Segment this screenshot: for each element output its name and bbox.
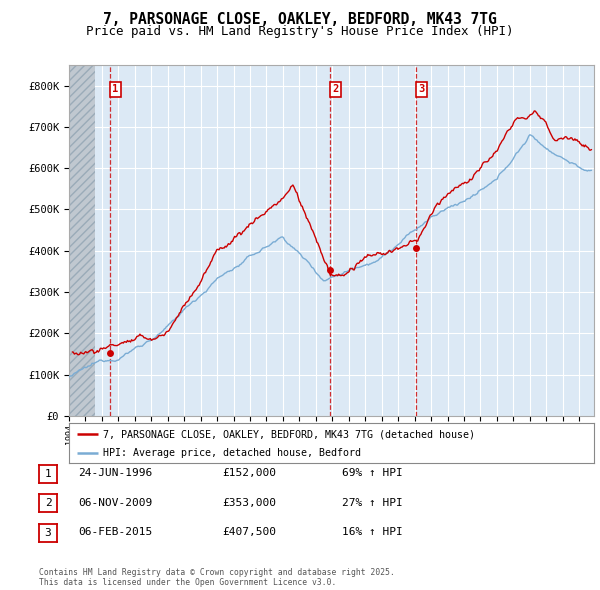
Text: 27% ↑ HPI: 27% ↑ HPI <box>342 498 403 507</box>
Text: 24-JUN-1996: 24-JUN-1996 <box>78 468 152 478</box>
Text: 06-NOV-2009: 06-NOV-2009 <box>78 498 152 507</box>
Text: 2: 2 <box>332 84 338 94</box>
Text: £407,500: £407,500 <box>222 527 276 537</box>
Text: 1: 1 <box>44 469 52 478</box>
Text: 16% ↑ HPI: 16% ↑ HPI <box>342 527 403 537</box>
Text: 7, PARSONAGE CLOSE, OAKLEY, BEDFORD, MK43 7TG: 7, PARSONAGE CLOSE, OAKLEY, BEDFORD, MK4… <box>103 12 497 27</box>
Text: 3: 3 <box>419 84 425 94</box>
Text: 3: 3 <box>44 528 52 537</box>
Text: HPI: Average price, detached house, Bedford: HPI: Average price, detached house, Bedf… <box>103 448 361 458</box>
Text: 06-FEB-2015: 06-FEB-2015 <box>78 527 152 537</box>
Text: £152,000: £152,000 <box>222 468 276 478</box>
Bar <box>69 65 95 416</box>
Text: £353,000: £353,000 <box>222 498 276 507</box>
Text: Price paid vs. HM Land Registry's House Price Index (HPI): Price paid vs. HM Land Registry's House … <box>86 25 514 38</box>
Text: 69% ↑ HPI: 69% ↑ HPI <box>342 468 403 478</box>
Text: 7, PARSONAGE CLOSE, OAKLEY, BEDFORD, MK43 7TG (detached house): 7, PARSONAGE CLOSE, OAKLEY, BEDFORD, MK4… <box>103 430 475 440</box>
Text: 2: 2 <box>44 499 52 508</box>
Text: 1: 1 <box>112 84 119 94</box>
Text: Contains HM Land Registry data © Crown copyright and database right 2025.
This d: Contains HM Land Registry data © Crown c… <box>39 568 395 587</box>
